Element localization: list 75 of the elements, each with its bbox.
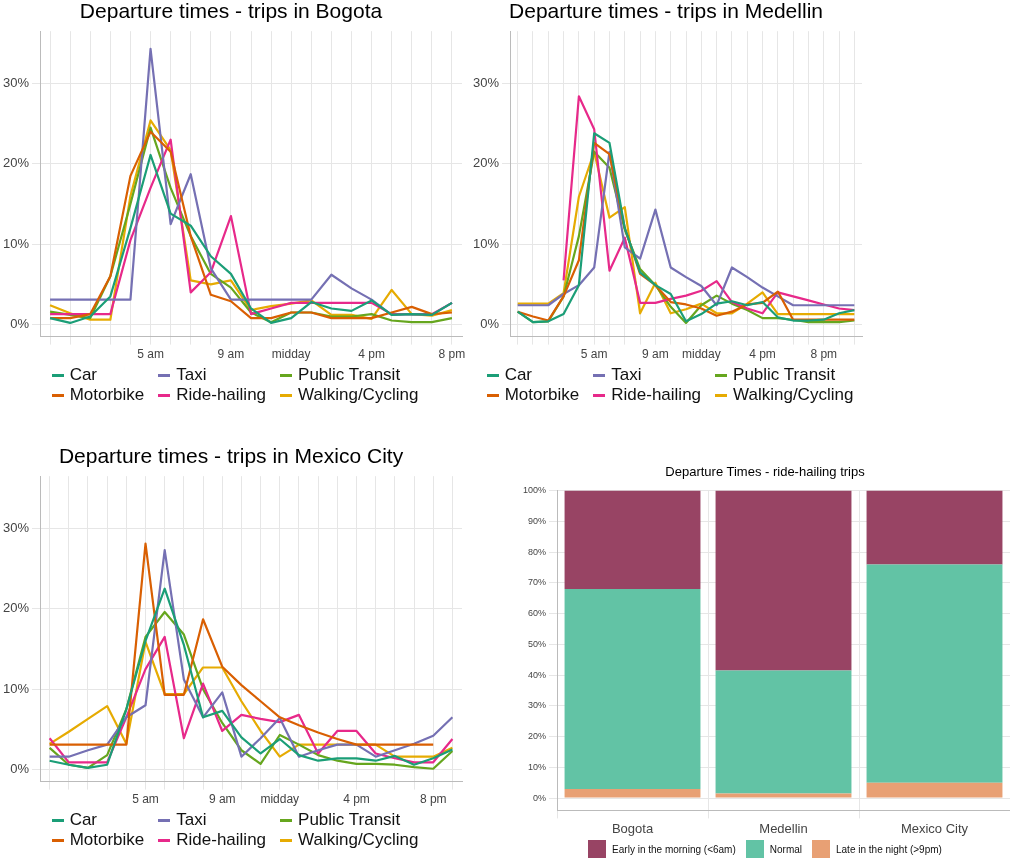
- x-tick-label: 5 am: [580, 347, 608, 362]
- legend-label: Ride-hailing: [176, 385, 267, 405]
- legend-label: Car: [69, 365, 98, 385]
- bar: [866, 564, 1003, 783]
- y-tick-label: 30%: [2, 520, 30, 536]
- bar: [564, 490, 701, 589]
- y-tick-label: 0%: [533, 792, 547, 803]
- x-tick-label: Bogota: [611, 820, 654, 836]
- legend-label: Early in the morning (<6am): [612, 843, 736, 855]
- y-tick-label: 30%: [472, 75, 500, 91]
- bar: [564, 788, 701, 798]
- x-tick-label: 5 am: [137, 347, 164, 362]
- legend-label: Walking/Cycling: [733, 385, 854, 405]
- bar: [715, 670, 852, 794]
- y-tick-label: 10%: [528, 761, 547, 772]
- y-tick-label: 30%: [528, 700, 547, 711]
- y-tick-label: 20%: [2, 600, 30, 616]
- x-tick-label: Medellin: [759, 820, 808, 836]
- legend-label: Ride-hailing: [176, 830, 267, 850]
- y-tick-label: 0%: [480, 316, 500, 332]
- bar: [866, 490, 1003, 565]
- y-tick-label: 10%: [2, 235, 30, 251]
- x-tick-label: 4 pm: [749, 347, 776, 362]
- y-tick-label: 30%: [2, 75, 30, 91]
- y-tick-label: 20%: [2, 155, 30, 171]
- x-tick-label: midday: [681, 347, 721, 362]
- legend-label: Ride-hailing: [611, 385, 702, 405]
- x-tick-label: Mexico City: [900, 820, 969, 836]
- chart-title: Departure times - trips in Medellin: [509, 0, 823, 23]
- legend-label: Car: [69, 810, 98, 830]
- x-tick-label: 9 am: [208, 792, 236, 807]
- chart-title: Departure times - trips in Bogota: [79, 0, 383, 23]
- y-tick-label: 0%: [10, 761, 30, 777]
- legend-label: Taxi: [611, 365, 642, 385]
- legend-label: Public Transit: [298, 365, 401, 385]
- y-tick-label: 10%: [2, 680, 30, 696]
- x-tick-label: 5 am: [132, 792, 159, 807]
- legend-label: Motorbike: [69, 830, 145, 850]
- bar: [715, 490, 852, 671]
- legend-label: Motorbike: [504, 385, 580, 405]
- y-tick-label: 90%: [528, 515, 547, 526]
- legend-label: Normal: [769, 843, 802, 855]
- y-tick-label: 70%: [528, 577, 547, 588]
- x-tick-label: 4 pm: [343, 792, 370, 807]
- legend-label: Walking/Cycling: [298, 385, 419, 405]
- x-tick-label: 9 am: [642, 347, 669, 362]
- chart-title: Departure times - trips in Mexico City: [58, 444, 404, 468]
- legend-label: Public Transit: [733, 365, 836, 385]
- y-tick-label: 40%: [528, 669, 547, 680]
- x-tick-label: 9 am: [217, 347, 245, 362]
- x-tick-label: 8 pm: [419, 792, 447, 807]
- y-tick-label: 80%: [528, 546, 547, 557]
- legend-label: Walking/Cycling: [298, 830, 419, 850]
- chart-title: Departure Times - ride-hailing trips: [665, 464, 866, 480]
- x-tick-label: midday: [260, 792, 300, 807]
- y-tick-label: 0%: [10, 316, 30, 332]
- y-tick-label: 20%: [528, 731, 547, 742]
- y-tick-label: 100%: [522, 485, 547, 496]
- bar: [715, 793, 852, 798]
- legend-label: Taxi: [176, 810, 207, 830]
- x-tick-label: midday: [271, 347, 311, 362]
- y-tick-label: 50%: [528, 638, 547, 649]
- legend-label: Taxi: [176, 365, 207, 385]
- legend-label: Motorbike: [69, 385, 145, 405]
- legend-label: Public Transit: [298, 810, 401, 830]
- bar: [866, 782, 1003, 798]
- x-tick-label: 8 pm: [438, 347, 466, 362]
- x-tick-label: 4 pm: [358, 347, 385, 362]
- y-tick-label: 60%: [528, 608, 547, 619]
- bar: [564, 589, 701, 789]
- y-tick-label: 10%: [472, 235, 500, 251]
- legend-label: Late in the night (>9pm): [836, 843, 942, 855]
- x-tick-label: 8 pm: [810, 347, 838, 362]
- y-tick-label: 20%: [472, 155, 500, 171]
- legend-label: Car: [504, 365, 533, 385]
